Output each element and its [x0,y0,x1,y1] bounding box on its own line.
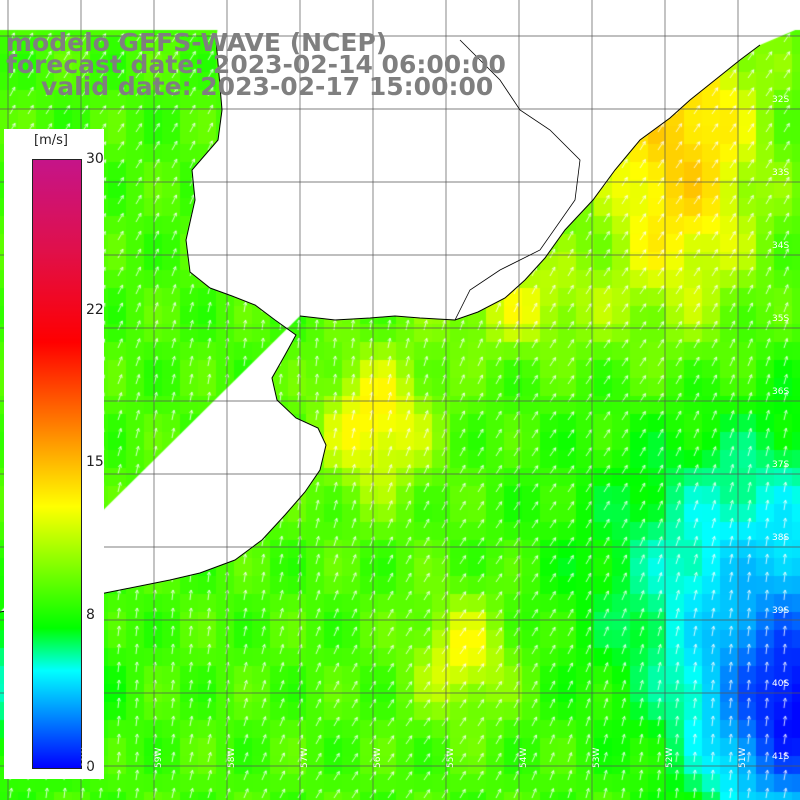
lon-label-58w: 58W [227,747,237,768]
lon-label-59w: 59W [154,747,164,768]
lon-label-61w: 61W [8,747,18,768]
forecast-date: forecast date: 2023-02-14 06:00:00 [6,50,506,79]
lat-label-37s: 37S [772,460,790,470]
lat-label-36s: 36S [772,387,790,397]
colorbar-tick-15: 15 [86,454,104,470]
coastline [0,39,761,613]
lon-label-51w: 51W [738,747,748,768]
colorbar-tick-8: 8 [86,607,95,623]
lat-label-41s: 41S [772,752,790,762]
colorbar-gradient [32,159,82,769]
lat-label-38s: 38S [772,533,790,543]
colorbar-units: [m/s] [34,133,68,148]
colorbar-tick-22: 22 [86,302,104,318]
lon-label-57w: 57W [300,747,310,768]
lon-label-52w: 52W [665,747,675,768]
lat-label-39s: 39S [772,606,790,616]
country-border [454,39,581,321]
map-title: modelo GEFS-WAVE (NCEP) [6,28,388,57]
lon-label-53w: 53W [592,747,602,768]
lon-label-56w: 56W [373,747,383,768]
valid-date: valid date: 2023-02-17 15:00:00 [41,72,494,101]
colorbar: [m/s] 30 22 15 8 0 [4,129,104,779]
lat-label-34s: 34S [772,241,790,251]
lat-label-40s: 40S [772,679,790,689]
colorbar-tick-0: 0 [86,759,95,775]
colorbar-tick-30: 30 [86,151,104,167]
lat-label-35s: 35S [772,314,790,324]
lat-label-33s: 33S [772,168,790,178]
lon-label-55w: 55W [446,747,456,768]
lon-label-60w: 60W [81,747,91,768]
lat-label-32s: 32S [772,95,790,105]
lon-label-54w: 54W [519,747,529,768]
